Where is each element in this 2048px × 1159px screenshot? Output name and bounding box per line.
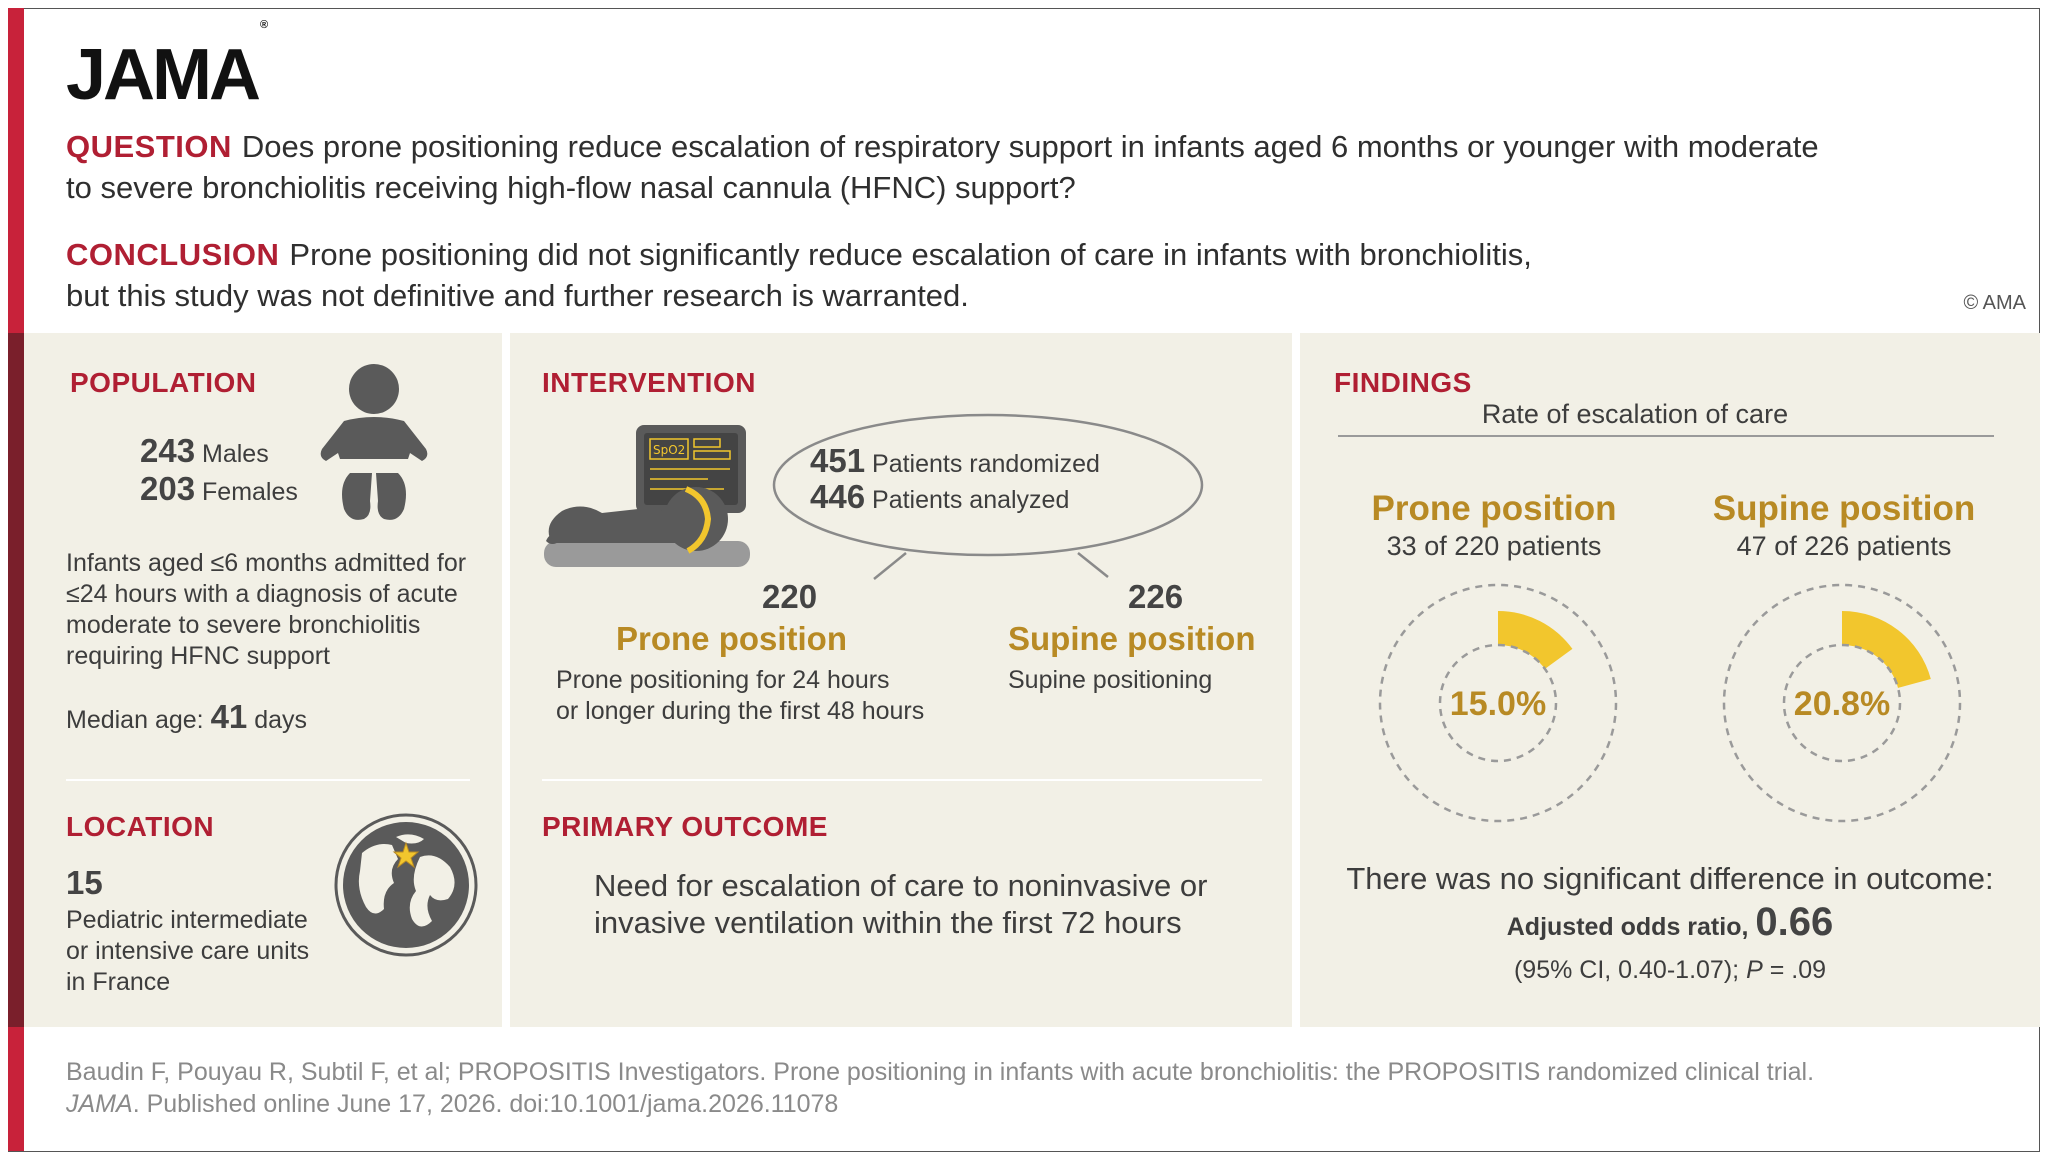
population-heading: POPULATION	[70, 367, 257, 398]
males-count: 243 Males	[140, 432, 269, 469]
copyright: © AMA	[1963, 292, 2026, 314]
question-line-1: Does prone positioning reduce escalation…	[241, 129, 1819, 164]
population-panel: POPULATION 243 Males 203 Females Infants…	[24, 333, 502, 1027]
supine-donut-chart: 20.8%	[1722, 583, 1962, 823]
randomization-ellipse	[772, 413, 1204, 580]
svg-text:SpO2: SpO2	[653, 443, 685, 457]
conclusion-line-1: Prone positioning did not significantly …	[289, 237, 1532, 272]
prone-result-title: Prone position	[1371, 489, 1617, 528]
prone-result-counts: 33 of 220 patients	[1386, 531, 1602, 561]
supine-description: Supine positioning	[1008, 666, 1213, 694]
findings-panel: FINDINGS Rate of escalation of care Pron…	[1300, 333, 2040, 1027]
adjusted-odds-ratio: Adjusted odds ratio, 0.66	[1506, 900, 1834, 944]
primary-outcome-heading: PRIMARY OUTCOME	[542, 811, 828, 842]
median-age: Median age: 41 days	[66, 698, 308, 735]
intervention-panel: INTERVENTION SpO2 451 Patients randomize…	[510, 333, 1292, 1027]
location-description: Pediatric intermediate or intensive care…	[66, 906, 310, 996]
population-divider	[66, 779, 470, 781]
findings-subtitle-rule	[1338, 435, 1994, 437]
confidence-interval: (95% CI, 0.40-1.07); P = .09	[1513, 956, 1827, 984]
population-description: Infants aged ≤6 months admitted for ≤24 …	[66, 549, 467, 670]
prone-description: Prone positioning for 24 hours or longer…	[556, 666, 925, 725]
prone-infant-monitor-icon: SpO2	[544, 425, 750, 567]
citation-line-1: Baudin F, Pouyau R, Subtil F, et al; PRO…	[66, 1058, 1815, 1086]
females-count: 203 Females	[140, 470, 298, 507]
prone-rate-label: 15.0%	[1450, 685, 1546, 723]
conclusion-label: CONCLUSION	[66, 237, 280, 272]
patients-randomized: 451 Patients randomized	[810, 442, 1100, 479]
globe-icon	[334, 813, 478, 957]
location-heading: LOCATION	[66, 811, 215, 842]
prone-position-title: Prone position	[616, 620, 847, 657]
jama-logo: JAMA®	[66, 19, 269, 115]
supine-result-counts: 47 of 226 patients	[1736, 531, 1952, 561]
intervention-divider	[542, 779, 1262, 781]
supine-rate-label: 20.8%	[1794, 685, 1890, 723]
patients-analyzed: 446 Patients analyzed	[810, 478, 1070, 515]
supine-count: 226	[1128, 578, 1184, 615]
question-block: QUESTION Does prone positioning reduce es…	[66, 126, 1819, 208]
supine-result-title: Supine position	[1712, 489, 1976, 528]
infant-icon	[320, 364, 428, 520]
findings-heading: FINDINGS	[1334, 367, 1472, 398]
question-label: QUESTION	[66, 129, 232, 164]
findings-subtitle: Rate of escalation of care	[1481, 399, 1789, 429]
location-count: 15	[66, 864, 103, 901]
intervention-heading: INTERVENTION	[542, 367, 756, 398]
question-line-2: to severe bronchiolitis receiving high-f…	[66, 170, 1076, 205]
supine-position-title: Supine position	[1008, 620, 1256, 657]
prone-donut-chart: 15.0%	[1378, 583, 1618, 823]
prone-count: 220	[762, 578, 818, 615]
no-difference-statement: There was no significant difference in o…	[1346, 861, 1994, 896]
primary-outcome-description: Need for escalation of care to noninvasi…	[594, 868, 1208, 940]
conclusion-block: CONCLUSION Prone positioning did not sign…	[66, 234, 1532, 316]
conclusion-line-2: but this study was not definitive and fu…	[66, 278, 969, 313]
accent-bar-top	[8, 8, 24, 333]
citation-line-2: JAMA. Published online June 17, 2026. do…	[66, 1090, 839, 1118]
accent-bar-bottom	[8, 1027, 24, 1151]
accent-bar-middle	[8, 333, 24, 1027]
